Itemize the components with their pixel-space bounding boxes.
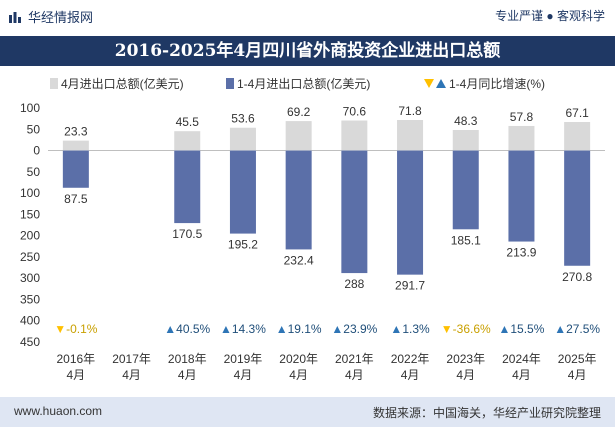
x-tick-label: 2018年 4月 xyxy=(168,352,207,382)
bar-month xyxy=(452,129,479,151)
y-tick-label: 100 xyxy=(20,101,40,115)
growth-label: ▲14.3% xyxy=(220,322,266,336)
bar-cumulative xyxy=(397,150,424,275)
bar-month xyxy=(341,120,368,151)
data-label-cumulative: 232.4 xyxy=(284,253,314,267)
bar-month xyxy=(229,127,256,151)
data-label-month: 48.3 xyxy=(454,114,478,128)
x-tick-label: 2016年 4月 xyxy=(56,352,95,382)
x-tick-label: 2022年 4月 xyxy=(391,352,430,382)
x-tick-label: 2020年 4月 xyxy=(279,352,318,382)
title-bar: 2016-2025年4月四川省外商投资企业进出口总额 xyxy=(0,36,615,66)
top-bar: 华经情报网 专业严谨 ● 客观科学 xyxy=(0,0,615,36)
data-label-month: 70.6 xyxy=(343,105,367,119)
y-axis: 100 50 0 50 100 150 200 250 300 350 400 450 xyxy=(20,101,605,349)
y-tick-label: 250 xyxy=(20,250,40,264)
data-label-month: 53.6 xyxy=(231,112,255,126)
bars: 23.3 87.5 45.5 170.5 53.6 195.2 69.2 232.4 70.6 2… xyxy=(62,104,592,293)
data-label-cumulative: 288 xyxy=(344,277,364,291)
y-tick-label: 300 xyxy=(20,271,40,285)
growth-labels: ▼-0.1% ▲40.5% ▲14.3% ▲19.1% ▲23.9% ▲1.3% ▼-36.… xyxy=(54,322,600,336)
brand[interactable]: 华经情报网 xyxy=(8,7,93,26)
y-tick-label: 50 xyxy=(27,122,41,136)
bar-month xyxy=(508,125,535,151)
legend-swatch-cumulative xyxy=(226,78,234,89)
growth-label: ▲40.5% xyxy=(164,322,210,336)
footer-url[interactable]: www.huaon.com xyxy=(14,404,103,418)
brand-name: 华经情报网 xyxy=(28,10,94,25)
bar-cumulative xyxy=(452,150,479,230)
data-label-month: 71.8 xyxy=(398,104,422,118)
bar-cumulative xyxy=(62,150,89,188)
growth-label: ▲1.3% xyxy=(390,322,430,336)
bar-cumulative xyxy=(174,150,201,224)
x-tick-label: 2019年 4月 xyxy=(224,352,263,382)
brand-logo-icon xyxy=(9,11,21,23)
y-tick-label: 150 xyxy=(20,207,40,221)
bar-month xyxy=(62,140,89,151)
data-label-cumulative: 170.5 xyxy=(172,227,202,241)
bar-month xyxy=(285,121,312,151)
bar-cumulative xyxy=(285,150,312,250)
bar-cumulative xyxy=(229,150,256,234)
legend-down-icon xyxy=(424,79,434,88)
growth-label: ▲27.5% xyxy=(554,322,600,336)
data-label-cumulative: 291.7 xyxy=(395,279,425,293)
data-label-month: 45.5 xyxy=(176,115,200,129)
growth-label: ▲15.5% xyxy=(498,322,544,336)
growth-label: ▼-0.1% xyxy=(54,322,98,336)
y-tick-label: 350 xyxy=(20,292,40,306)
growth-label: ▲19.1% xyxy=(276,322,322,336)
x-tick-label: 2023年 4月 xyxy=(446,352,485,382)
legend-label-cumulative: 1-4月进出口总额(亿美元) xyxy=(237,76,370,91)
y-tick-label: 200 xyxy=(20,229,40,243)
y-tick-label: 450 xyxy=(20,335,40,349)
y-tick-label: 100 xyxy=(20,186,40,200)
x-tick-label: 2024年 4月 xyxy=(502,352,541,382)
data-label-month: 57.8 xyxy=(510,110,534,124)
chart-title: 2016-2025年4月四川省外商投资企业进出口总额 xyxy=(114,41,501,61)
chart: 4月进出口总额(亿美元) 1-4月进出口总额(亿美元) 1-4月同比增速(%) 10… xyxy=(20,76,605,382)
x-tick-label: 2017年 4月 xyxy=(112,352,151,382)
data-label-cumulative: 270.8 xyxy=(562,270,592,284)
y-tick-label: 400 xyxy=(20,314,40,328)
data-label-month: 67.1 xyxy=(565,106,589,120)
growth-label: ▲23.9% xyxy=(331,322,377,336)
y-tick-label: 50 xyxy=(27,165,41,179)
bar-cumulative xyxy=(508,150,535,242)
legend-label-month: 4月进出口总额(亿美元) xyxy=(61,76,184,91)
legend: 4月进出口总额(亿美元) 1-4月进出口总额(亿美元) 1-4月同比增速(%) xyxy=(50,76,545,91)
bar-month xyxy=(397,119,424,151)
data-label-month: 23.3 xyxy=(64,125,88,139)
data-label-cumulative: 213.9 xyxy=(506,246,536,260)
y-tick-label: 0 xyxy=(33,144,40,158)
growth-label: ▼-36.6% xyxy=(441,322,491,336)
legend-swatch-month xyxy=(50,78,58,89)
legend-up-icon xyxy=(436,79,446,88)
bar-cumulative xyxy=(564,150,591,266)
data-label-month: 69.2 xyxy=(287,105,311,119)
x-tick-label: 2025年 4月 xyxy=(558,352,597,382)
bar-month xyxy=(174,131,201,151)
data-label-cumulative: 87.5 xyxy=(64,192,88,206)
x-tick-label: 2021年 4月 xyxy=(335,352,374,382)
bar-month xyxy=(564,121,591,151)
footer-source: 数据来源：中国海关，华经产业研究院整理 xyxy=(372,406,601,420)
footer: www.huaon.com 数据来源：中国海关，华经产业研究院整理 xyxy=(0,397,615,427)
x-axis: 2016年 4月 2017年 4月 2018年 4月 2019年 4月 2020年 4月 2021年… xyxy=(56,352,596,382)
bar-cumulative xyxy=(341,150,368,274)
data-label-cumulative: 185.1 xyxy=(451,233,481,247)
data-label-cumulative: 195.2 xyxy=(228,238,258,252)
tagline: 专业严谨 ● 客观科学 xyxy=(495,9,605,23)
legend-label-growth: 1-4月同比增速(%) xyxy=(449,77,545,91)
